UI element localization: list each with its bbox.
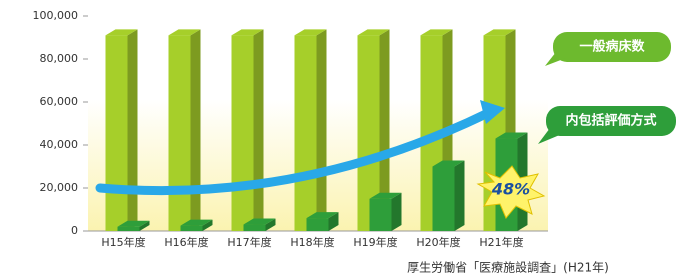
bar bbox=[106, 35, 128, 231]
x-tick-label: H19年度 bbox=[353, 235, 397, 249]
legend-label: 内包括評価方式 bbox=[565, 113, 656, 129]
legend-label: 一般病床数 bbox=[579, 39, 645, 55]
y-tick-label: 60,000 bbox=[40, 95, 79, 108]
bar bbox=[244, 225, 266, 231]
bar bbox=[295, 35, 317, 231]
y-tick-label: 20,000 bbox=[40, 181, 79, 194]
y-tick-label: 100,000 bbox=[33, 9, 79, 22]
y-tick-label: 0 bbox=[71, 224, 78, 237]
x-tick-label: H16年度 bbox=[164, 235, 208, 249]
bar bbox=[181, 226, 203, 231]
bar bbox=[370, 199, 392, 231]
bar-side bbox=[128, 29, 138, 231]
bar bbox=[433, 167, 455, 232]
bar bbox=[118, 227, 140, 231]
x-tick-label: H21年度 bbox=[479, 235, 523, 249]
bar bbox=[232, 35, 254, 231]
y-tick-label: 80,000 bbox=[40, 52, 79, 65]
x-tick-label: H20年度 bbox=[416, 235, 460, 249]
bar bbox=[307, 218, 329, 231]
x-tick-label: H15年度 bbox=[101, 235, 145, 249]
source: 厚生労働省「医療施設調査」(H21年) bbox=[407, 260, 609, 275]
bar bbox=[169, 35, 191, 231]
y-tick-label: 40,000 bbox=[40, 138, 79, 151]
bar-side bbox=[455, 161, 465, 232]
chart: 48% 一般病床数 内包括評価方式 厚生労働省「医療施設調査」(H21年) 0 2… bbox=[0, 0, 684, 279]
bar-side bbox=[191, 29, 201, 231]
x-tick-label: H18年度 bbox=[290, 235, 334, 249]
bar-side bbox=[317, 29, 327, 231]
x-tick-label: H17年度 bbox=[227, 235, 271, 249]
annotation: 48% bbox=[491, 180, 530, 199]
bar-side bbox=[392, 193, 402, 231]
bar-side bbox=[254, 29, 264, 231]
